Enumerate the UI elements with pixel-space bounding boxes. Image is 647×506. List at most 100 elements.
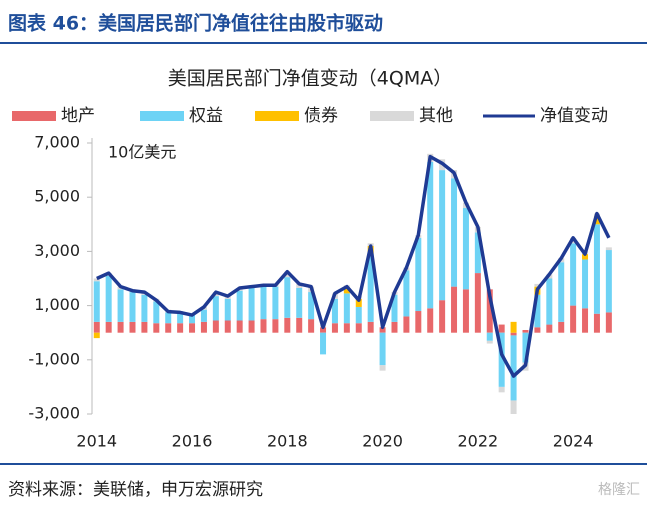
- bar: [117, 289, 124, 322]
- legend-swatch: [255, 111, 299, 121]
- bar: [558, 321, 565, 333]
- bar: [296, 283, 303, 288]
- bar: [260, 286, 267, 320]
- bar: [355, 298, 362, 307]
- legend-label: 地产: [61, 106, 95, 126]
- bar: [510, 335, 517, 401]
- bar: [141, 294, 148, 322]
- bar: [260, 319, 267, 333]
- bar: [343, 287, 350, 294]
- bar: [379, 365, 386, 371]
- bar: [105, 321, 112, 333]
- bar: [570, 305, 577, 333]
- bar: [308, 292, 315, 320]
- bar: [582, 254, 589, 260]
- bar: [379, 332, 386, 366]
- bar: [189, 315, 196, 324]
- chart-title: 美国居民部门净值变动（4QMA）: [168, 68, 452, 90]
- bar: [272, 319, 279, 333]
- bar: [415, 237, 422, 312]
- bar: [284, 317, 291, 333]
- bar: [498, 332, 505, 387]
- bar: [320, 327, 327, 333]
- bar: [129, 321, 136, 333]
- x-tick-label: 2022: [457, 432, 498, 451]
- bar: [153, 323, 160, 333]
- bar: [343, 323, 350, 333]
- bar: [153, 301, 160, 324]
- bar: [236, 290, 243, 321]
- bar: [284, 277, 291, 318]
- bar: [593, 313, 600, 333]
- page-title: 图表 46：美国居民部门净值往往由股市驱动: [8, 12, 383, 35]
- y-tick-label: 3,000: [34, 241, 80, 260]
- bar: [582, 259, 589, 309]
- header-rule: [0, 42, 647, 44]
- footer-rule: [0, 463, 647, 465]
- bar: [403, 270, 410, 317]
- bar: [93, 332, 100, 339]
- bar: [498, 324, 505, 333]
- bar: [141, 321, 148, 333]
- bar: [117, 321, 124, 333]
- bar: [498, 386, 505, 393]
- bar: [367, 254, 374, 322]
- bar: [582, 308, 589, 333]
- legend-label: 债券: [304, 106, 338, 126]
- bar: [296, 317, 303, 333]
- bar: [129, 292, 136, 322]
- bar: [212, 320, 219, 333]
- bar: [510, 321, 517, 333]
- bar: [439, 170, 446, 301]
- legend-label: 其他: [419, 106, 453, 126]
- bar: [189, 323, 196, 333]
- bar: [462, 208, 469, 290]
- bar: [165, 312, 172, 324]
- bar: [343, 293, 350, 324]
- bar: [534, 283, 541, 287]
- bar: [605, 250, 612, 313]
- bar: [248, 320, 255, 333]
- bar: [379, 327, 386, 333]
- bar: [165, 323, 172, 333]
- legend-swatch: [140, 111, 184, 121]
- y-tick-label: -1,000: [28, 349, 80, 368]
- bar: [177, 323, 184, 333]
- bar: [605, 312, 612, 333]
- bar: [558, 262, 565, 322]
- line: [96, 154, 611, 378]
- legend-swatch: [370, 111, 414, 121]
- bar: [570, 243, 577, 306]
- bar: [391, 294, 398, 322]
- bar: [605, 247, 612, 251]
- x-tick-label: 2024: [553, 432, 594, 451]
- bar: [391, 321, 398, 333]
- bar: [224, 320, 231, 333]
- bar: [296, 287, 303, 318]
- bar: [272, 286, 279, 320]
- y-tick-label: -3,000: [28, 404, 80, 423]
- bar: [510, 400, 517, 414]
- y-tick-label: 5,000: [34, 187, 80, 206]
- bar: [451, 178, 458, 287]
- bar: [284, 271, 291, 278]
- x-tick-label: 2014: [76, 432, 117, 451]
- bar: [474, 232, 481, 274]
- bar: [546, 324, 553, 333]
- bar: [200, 309, 207, 322]
- bar: [93, 278, 100, 282]
- bar: [331, 298, 338, 324]
- bar: [427, 308, 434, 333]
- unit-label: 10亿美元: [108, 143, 176, 162]
- bar: [522, 329, 529, 333]
- bar: [248, 287, 255, 321]
- bar: [200, 321, 207, 333]
- bar: [403, 316, 410, 333]
- bar: [427, 161, 434, 309]
- bar: [177, 313, 184, 324]
- bar: [534, 294, 541, 328]
- bar: [474, 273, 481, 333]
- legend-label: 净值变动: [540, 106, 608, 126]
- bar: [593, 216, 600, 225]
